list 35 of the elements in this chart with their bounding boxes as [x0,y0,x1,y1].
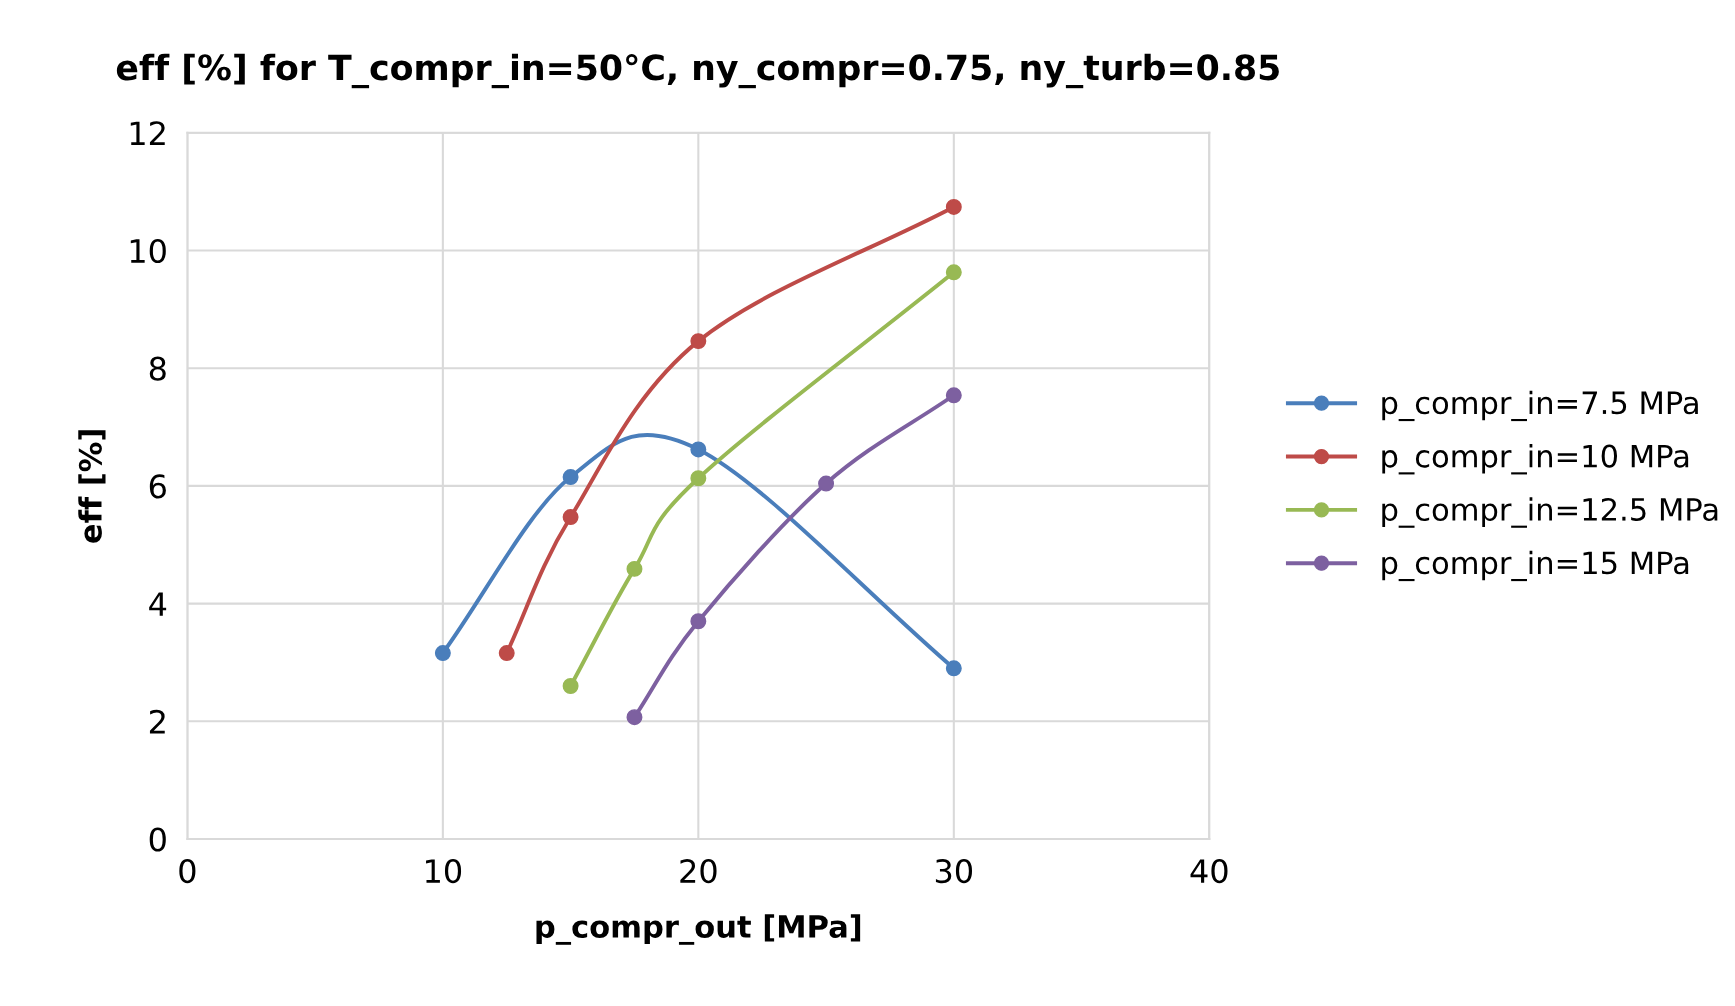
point [562,678,579,694]
chart-title: eff [%] for T_compr_in=50°C, ny_compr=0.75, ny_turb=0.85 [116,53,1279,89]
y-tick-label: 6 [149,474,166,499]
point [690,470,707,487]
y-tick-label: 0 [149,827,166,852]
x-tick-label: 30 [935,859,973,884]
legend-label: p_compr_in=7.5 MPa [1382,390,1698,422]
point [498,645,515,662]
point [945,660,962,677]
point [690,441,707,458]
point [626,560,643,577]
point [434,645,451,662]
y-tick-label: 2 [149,709,165,734]
x-tick-label: 10 [426,859,462,884]
x-tick-label: 0 [179,859,196,884]
point [626,709,643,726]
x-tick-label: 20 [680,859,717,884]
point [562,469,579,486]
y-axis-title: eff [%] [78,430,106,543]
x-axis-title: p_compr_out [MPa] [536,914,861,945]
point [945,387,962,404]
legend-label: p_compr_in=15 MPa [1382,550,1689,582]
point [690,333,707,350]
y-tick-label: 12 [130,121,165,145]
point [818,475,835,492]
y-tick-label: 8 [149,356,166,381]
y-tick-label: 10 [130,238,166,264]
point [690,613,707,630]
y-tick-label: 4 [149,592,167,616]
legend-label: p_compr_in=12.5 MPa [1382,497,1718,528]
point [562,509,579,526]
point [945,264,962,281]
legend-label: p_compr_in=10 MPa [1382,444,1689,475]
x-tick-label: 40 [1190,859,1228,884]
point [945,198,962,215]
